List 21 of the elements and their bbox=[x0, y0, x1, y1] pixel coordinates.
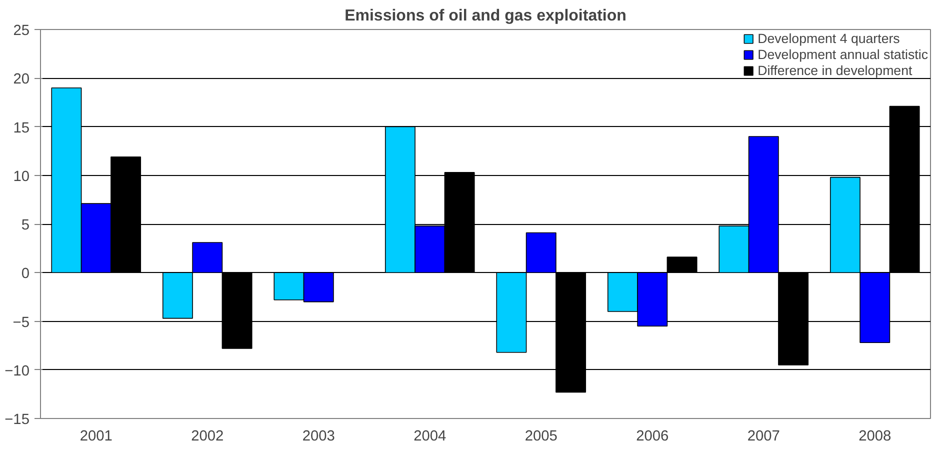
x-tick-label: 2008 bbox=[858, 428, 892, 444]
y-tick-label: 0 bbox=[21, 266, 30, 282]
x-tick-label: 2004 bbox=[414, 428, 446, 444]
legend-label: Development 4 quarters bbox=[758, 31, 900, 46]
y-tick-label: −5 bbox=[12, 314, 30, 331]
legend-label: Development annual statistic bbox=[758, 47, 928, 62]
y-tick-label: 25 bbox=[13, 23, 30, 39]
legend-label: Difference in development bbox=[758, 63, 912, 78]
y-tick-label: −15 bbox=[4, 412, 30, 428]
x-tick-label: 2006 bbox=[636, 428, 669, 444]
x-tick-label: 2001 bbox=[80, 428, 112, 444]
x-tick-label: 2005 bbox=[524, 428, 558, 444]
x-tick-label: 2003 bbox=[302, 428, 335, 444]
y-tick-label: 10 bbox=[13, 168, 30, 185]
x-tick-label: 2002 bbox=[191, 428, 224, 444]
y-tick-label: 20 bbox=[13, 72, 30, 88]
chart-title: Emissions of oil and gas exploitation bbox=[344, 8, 626, 24]
x-tick-label: 2007 bbox=[747, 428, 780, 444]
y-tick-label: 15 bbox=[13, 120, 30, 136]
y-tick-label: −10 bbox=[4, 363, 30, 380]
y-tick-label: 5 bbox=[21, 218, 30, 234]
